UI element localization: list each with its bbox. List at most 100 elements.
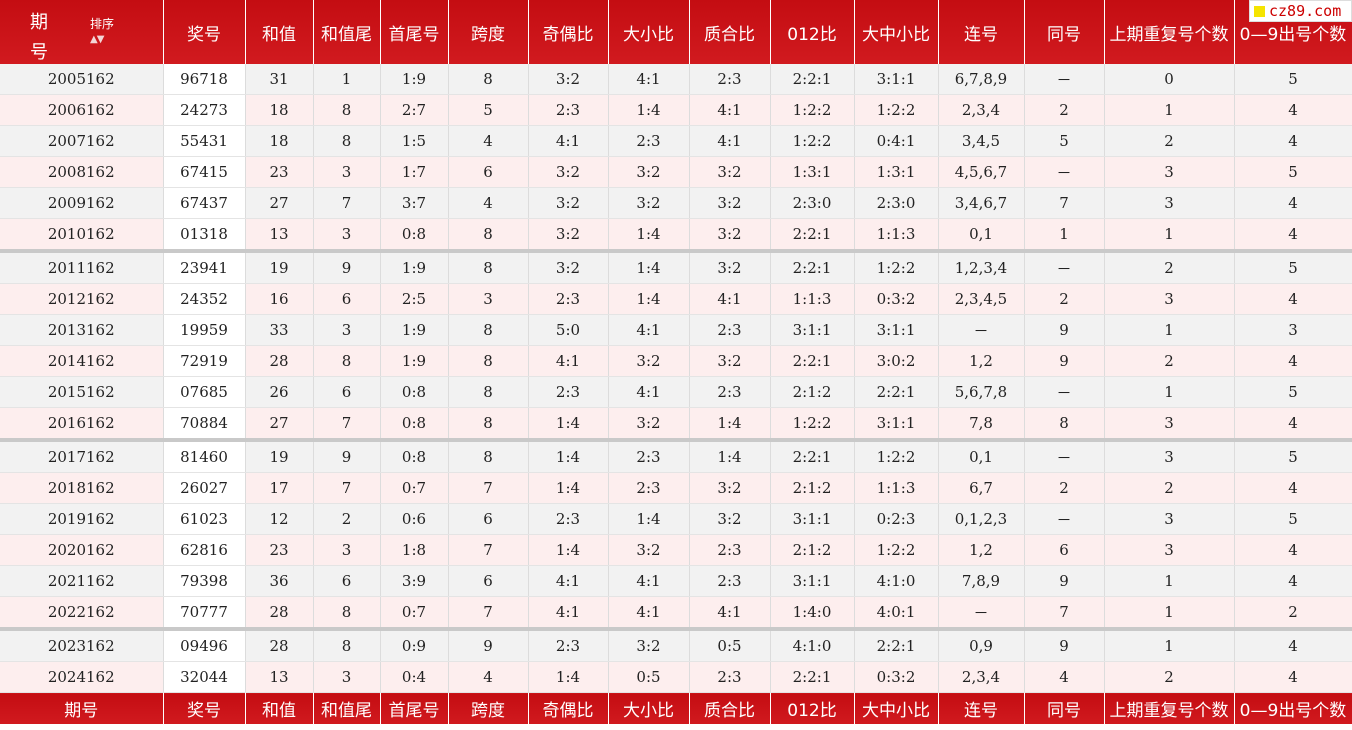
- table-cell: 16: [245, 283, 314, 315]
- table-cell: －: [1024, 376, 1105, 408]
- period-cell: 2007162: [0, 125, 164, 157]
- sort-arrows-icon[interactable]: ▲▼: [90, 34, 104, 45]
- table-cell: 0:2:3: [854, 503, 939, 535]
- period-cell: 2022162: [0, 596, 164, 631]
- table-cell: 31: [245, 64, 314, 95]
- table-row: 2022162 70777 28 8 0:7 7 4:1 4:1 4:1 1:4:0 4:0:1 － 7…: [0, 596, 1352, 631]
- table-cell: 1:9: [380, 251, 449, 284]
- table-cell: 17: [245, 472, 314, 504]
- table-cell: 5: [1234, 376, 1352, 408]
- table-cell: 3: [1104, 187, 1235, 219]
- table-cell: 3:9: [380, 565, 449, 597]
- table-row: 2019162 61023 12 2 0:6 6 2:3 1:4 3:2 3:1:1 0:2:3 0,…: [0, 503, 1352, 535]
- table-cell: 2:3: [689, 64, 771, 95]
- table-cell: 8: [313, 94, 381, 126]
- table-cell: 1:4: [528, 440, 609, 473]
- table-cell: 1: [1104, 565, 1235, 597]
- period-header-label-2: 号: [30, 42, 48, 63]
- table-cell: 5:0: [528, 314, 609, 346]
- footer-header: 0—9出号个数: [1234, 692, 1352, 724]
- table-cell: 7: [448, 534, 529, 566]
- table-cell: 1:7: [380, 156, 449, 188]
- table-cell: 28: [245, 629, 314, 662]
- site-logo[interactable]: cz89.com: [1249, 0, 1352, 22]
- table-cell: 4: [1234, 472, 1352, 504]
- table-cell: 4: [448, 125, 529, 157]
- table-cell: 1:4: [528, 534, 609, 566]
- period-cell: 2012162: [0, 283, 164, 315]
- table-cell: 2:3: [608, 472, 690, 504]
- period-header-cell: 期 号 排序 ▲▼: [0, 0, 164, 64]
- table-cell: 2:2:1: [770, 440, 855, 473]
- table-cell: 4:1: [608, 64, 690, 95]
- table-row: 2012162 24352 16 6 2:5 3 2:3 1:4 4:1 1:1:3 0:3:2 2,…: [0, 283, 1352, 315]
- table-cell: 3:2: [528, 64, 609, 95]
- logo-text: cz89.com: [1269, 2, 1342, 20]
- winning-number-cell: 81460: [163, 440, 246, 473]
- table-cell: 2: [1104, 661, 1235, 693]
- table-cell: 2: [1234, 596, 1352, 631]
- table-cell: 8: [448, 440, 529, 473]
- winning-number-cell: 32044: [163, 661, 246, 693]
- table-cell: 3: [313, 661, 381, 693]
- table-cell: 2:1:2: [770, 472, 855, 504]
- table-cell: 4: [1234, 407, 1352, 442]
- table-cell: 9: [1024, 314, 1105, 346]
- table-cell: 1: [1104, 94, 1235, 126]
- footer-header: 奖号: [163, 692, 246, 724]
- winning-number-cell: 01318: [163, 218, 246, 253]
- table-cell: 3: [1104, 283, 1235, 315]
- table-cell: 4:1: [689, 94, 771, 126]
- table-cell: 1:2:2: [770, 125, 855, 157]
- winning-number-cell: 07685: [163, 376, 246, 408]
- period-cell: 2010162: [0, 218, 164, 253]
- period-cell: 2015162: [0, 376, 164, 408]
- table-cell: 1:9: [380, 314, 449, 346]
- period-cell: 2014162: [0, 345, 164, 377]
- table-cell: 4: [1234, 565, 1352, 597]
- table-cell: 7: [448, 472, 529, 504]
- table-cell: 0:3:2: [854, 283, 939, 315]
- table-cell: 23: [245, 156, 314, 188]
- table-cell: 4:1:0: [854, 565, 939, 597]
- table-cell: 1:1:3: [854, 218, 939, 253]
- column-header: 012比: [770, 0, 855, 64]
- period-cell: 2017162: [0, 440, 164, 473]
- winning-number-cell: 61023: [163, 503, 246, 535]
- winning-number-cell: 70884: [163, 407, 246, 442]
- table-cell: 4: [448, 187, 529, 219]
- table-row: 2023162 09496 28 8 0:9 9 2:3 3:2 0:5 4:1:0 2:2:1 0,…: [0, 629, 1352, 662]
- table-cell: 7,8: [938, 407, 1025, 442]
- table-cell: 5: [1234, 251, 1352, 284]
- table-cell: 8: [448, 314, 529, 346]
- table-cell: 3: [1104, 534, 1235, 566]
- table-row: 2010162 01318 13 3 0:8 8 3:2 1:4 3:2 2:2:1 1:1:3 0,…: [0, 218, 1352, 253]
- table-cell: 1:2:2: [770, 407, 855, 442]
- table-cell: 8: [448, 376, 529, 408]
- table-cell: 2: [1104, 125, 1235, 157]
- column-header: 大中小比: [854, 0, 939, 64]
- period-cell: 2005162: [0, 64, 164, 95]
- table-cell: 1,2: [938, 534, 1025, 566]
- table-cell: 2:2:1: [770, 251, 855, 284]
- table-cell: 4:1: [528, 565, 609, 597]
- table-cell: 2: [1024, 283, 1105, 315]
- column-header: 跨度: [448, 0, 529, 64]
- table-cell: 3:1:1: [770, 565, 855, 597]
- table-row: 2020162 62816 23 3 1:8 7 1:4 3:2 2:3 2:1:2 1:2:2 1,…: [0, 534, 1352, 566]
- table-row: 2006162 24273 18 8 2:7 5 2:3 1:4 4:1 1:2:2 1:2:2 2,…: [0, 94, 1352, 126]
- table-cell: 8: [313, 345, 381, 377]
- sort-toggle[interactable]: 排序: [90, 17, 115, 31]
- table-cell: 3,4,6,7: [938, 187, 1025, 219]
- table-cell: 2: [1104, 472, 1235, 504]
- table-cell: 1:3:1: [770, 156, 855, 188]
- table-cell: 8: [313, 596, 381, 631]
- table-cell: 1:2:2: [770, 94, 855, 126]
- table-cell: 6: [313, 283, 381, 315]
- table-cell: 4: [1234, 125, 1352, 157]
- table-cell: 0,1: [938, 440, 1025, 473]
- table-cell: 3: [1104, 156, 1235, 188]
- table-cell: 3:2: [528, 218, 609, 253]
- table-cell: 4: [1234, 345, 1352, 377]
- table-cell: 4:1: [608, 596, 690, 631]
